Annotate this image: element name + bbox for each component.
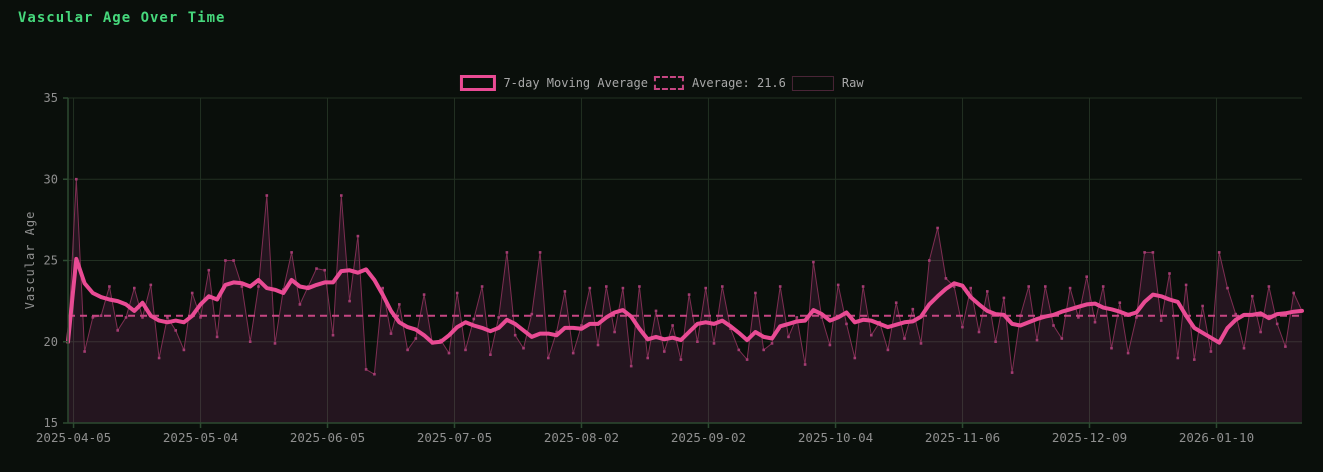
- svg-text:2025-04-05: 2025-04-05: [36, 430, 111, 445]
- svg-text:2025-10-04: 2025-10-04: [798, 430, 873, 445]
- svg-text:2025-08-02: 2025-08-02: [544, 430, 619, 445]
- raw-series-markers: [66, 177, 1304, 376]
- average-line-swatch-icon: [653, 76, 684, 90]
- svg-text:35: 35: [44, 91, 58, 105]
- svg-text:2025-05-04: 2025-05-04: [163, 430, 238, 445]
- raw-series-line: [67, 179, 1303, 376]
- legend-item-raw: Raw: [791, 75, 864, 91]
- svg-text:2025-11-06: 2025-11-06: [925, 430, 1000, 445]
- moving-average-swatch-icon: [459, 75, 496, 91]
- legend-label-moving-average: 7-day Moving Average: [503, 76, 648, 90]
- legend-label-average: Average: 21.6: [691, 76, 786, 90]
- svg-text:2025-07-05: 2025-07-05: [417, 430, 492, 445]
- svg-text:2025-12-09: 2025-12-09: [1052, 430, 1127, 445]
- chart-legend: 7-day Moving Average Average: 21.6 Raw: [459, 75, 864, 91]
- svg-text:30: 30: [44, 172, 58, 186]
- y-axis-ticks: 15 20 25 30 35: [44, 91, 68, 430]
- svg-text:25: 25: [44, 254, 58, 268]
- legend-item-average: Average: 21.6: [653, 76, 786, 90]
- svg-text:2026-01-10: 2026-01-10: [1179, 430, 1254, 445]
- raw-area-fill: [68, 179, 1302, 423]
- raw-swatch-icon: [791, 75, 834, 91]
- svg-text:15: 15: [44, 416, 58, 430]
- x-axis-ticks: 2025-04-05 2025-05-04 2025-06-05 2025-07-05…: [36, 423, 1254, 445]
- svg-text:2025-06-05: 2025-06-05: [290, 430, 365, 445]
- moving-average-line: [66, 256, 1304, 345]
- chart-title: Vascular Age Over Time: [18, 10, 226, 26]
- svg-text:20: 20: [44, 335, 58, 349]
- legend-item-moving-average: 7-day Moving Average: [459, 75, 648, 91]
- grid-lines: [68, 97, 1302, 423]
- svg-text:2025-09-02: 2025-09-02: [671, 430, 746, 445]
- legend-label-raw: Raw: [841, 76, 864, 90]
